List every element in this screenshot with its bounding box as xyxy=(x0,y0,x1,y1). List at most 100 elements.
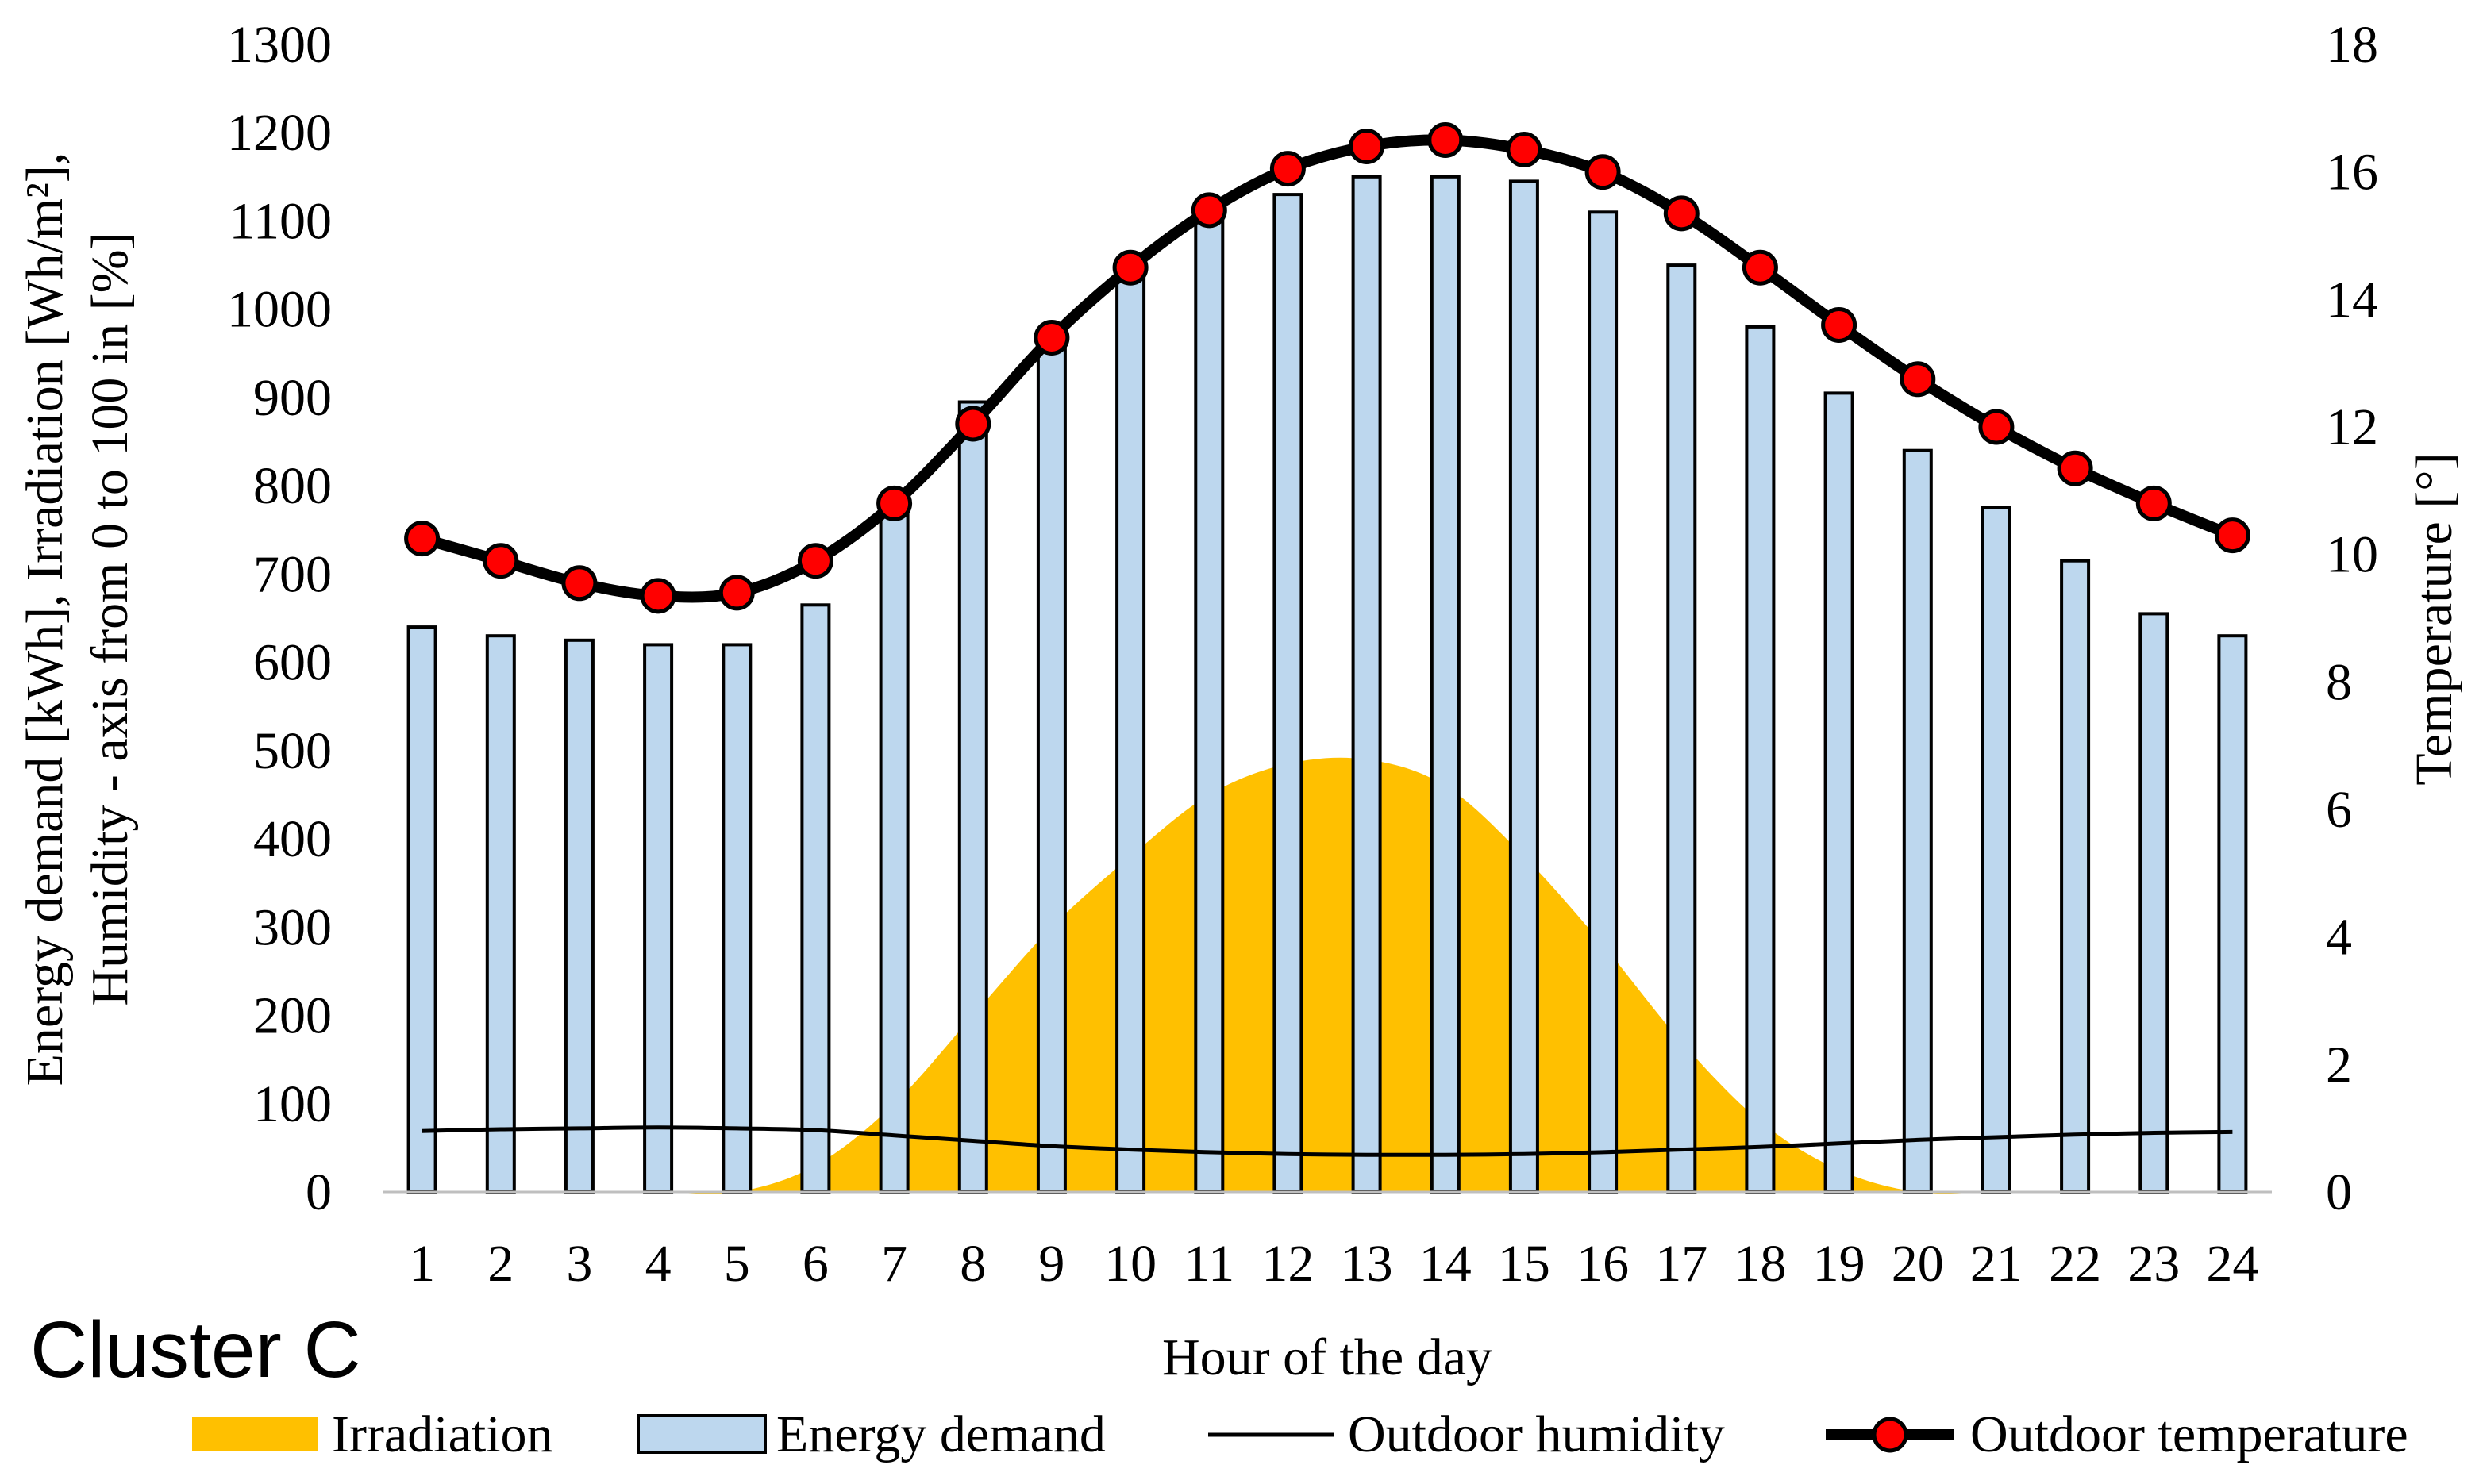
right-tick-label: 12 xyxy=(2326,398,2378,456)
energy-demand-bar xyxy=(957,400,988,1194)
legend-item-outdoor-temperature: Outdoor temperature xyxy=(1826,1405,2408,1463)
humidity-line xyxy=(422,1125,2233,1157)
right-tick-label: 4 xyxy=(2326,909,2352,967)
temperature-point xyxy=(1663,195,1700,232)
right-tick-label: 16 xyxy=(2326,144,2378,202)
temperature-point xyxy=(2214,517,2250,554)
x-tick-label: 22 xyxy=(2049,1235,2101,1293)
energy-demand-bar xyxy=(1666,263,1697,1194)
x-tick-label: 7 xyxy=(881,1235,907,1293)
legend-label-energy-demand: Energy demand xyxy=(776,1405,1106,1463)
legend-label-irradiation: Irradiation xyxy=(332,1405,553,1463)
energy-demand-bar xyxy=(1194,214,1225,1194)
energy-demand-bar xyxy=(2217,634,2248,1194)
left-tick-label: 900 xyxy=(253,369,332,427)
left-tick-label: 100 xyxy=(253,1075,332,1133)
x-tick-label: 23 xyxy=(2127,1235,2180,1293)
temperature-point xyxy=(1191,192,1227,229)
left-tick-label: 1300 xyxy=(227,16,332,74)
energy-demand-bar xyxy=(879,502,910,1194)
temperature-point xyxy=(1349,129,1385,164)
left-tick-label: 700 xyxy=(253,545,332,603)
legend-item-outdoor-humidity: Outdoor humidity xyxy=(1208,1405,1725,1463)
left-axis-ticks: 0 100 200 300 400 500 600 700 800 900 1000 1100 1200… xyxy=(227,16,332,1221)
x-tick-label: 15 xyxy=(1498,1235,1550,1293)
x-tick-label: 1 xyxy=(409,1235,435,1293)
x-tick-label: 3 xyxy=(566,1235,592,1293)
energy-demand-bar xyxy=(1508,179,1539,1194)
x-tick-label: 13 xyxy=(1341,1235,1393,1293)
right-tick-label: 8 xyxy=(2326,653,2352,711)
x-tick-label: 8 xyxy=(960,1235,986,1293)
temperature-point xyxy=(1269,151,1306,187)
temperature-point xyxy=(2057,450,2093,486)
left-tick-label: 500 xyxy=(253,722,332,780)
x-tick-label: 18 xyxy=(1734,1235,1786,1293)
legend-label-outdoor-humidity: Outdoor humidity xyxy=(1348,1405,1725,1463)
temperature-point xyxy=(1584,154,1621,190)
right-tick-label: 10 xyxy=(2326,526,2378,584)
energy-demand-bar xyxy=(722,643,753,1194)
temperature-point xyxy=(955,406,991,442)
x-tick-label: 24 xyxy=(2206,1235,2258,1293)
legend-item-irradiation: Irradiation xyxy=(192,1405,553,1463)
temperature-point xyxy=(1034,320,1070,356)
x-tick-label: 12 xyxy=(1261,1235,1314,1293)
temperature-point xyxy=(718,575,755,611)
x-tick-label: 10 xyxy=(1104,1235,1157,1293)
energy-demand-bar xyxy=(1430,175,1461,1194)
energy-demand-bar xyxy=(485,634,516,1194)
temperature-point xyxy=(1978,409,2015,445)
x-tick-label: 4 xyxy=(645,1235,672,1293)
temperature-point xyxy=(1900,361,1936,398)
legend: Irradiation Energy demand Outdoor humidi… xyxy=(192,1405,2408,1463)
x-tick-label: 19 xyxy=(1813,1235,1865,1293)
legend-swatch-energy-demand xyxy=(637,1414,767,1454)
y-axis-title-left-line2: Humidity - axis from 0 to 100 in [%] xyxy=(81,232,139,1005)
energy-demand-bar xyxy=(1351,175,1382,1194)
temperature-point xyxy=(2135,485,2172,521)
x-tick-label: 5 xyxy=(724,1235,750,1293)
temperature-point xyxy=(1821,307,1857,343)
energy-demand-bar xyxy=(1981,506,2011,1194)
legend-swatch-outdoor-temperature-marker xyxy=(1872,1417,1908,1453)
temperature-point xyxy=(1427,122,1464,158)
right-tick-label: 14 xyxy=(2326,271,2378,329)
energy-demand-bar xyxy=(564,638,595,1194)
left-tick-label: 1000 xyxy=(227,281,332,339)
energy-demand-bars-layer xyxy=(406,175,2248,1194)
right-tick-label: 6 xyxy=(2326,781,2352,839)
x-tick-label: 2 xyxy=(487,1235,514,1293)
right-tick-label: 2 xyxy=(2326,1036,2352,1094)
energy-demand-bar xyxy=(643,643,674,1194)
y-axis-title-left-line1: Energy demand [kWh], Irradiation [Wh/m²]… xyxy=(16,152,74,1086)
x-tick-label: 6 xyxy=(803,1235,829,1293)
energy-demand-bar xyxy=(406,625,437,1194)
temperature-point xyxy=(404,521,441,557)
energy-demand-bar xyxy=(800,603,831,1194)
right-axis-ticks: 0 2 4 6 8 10 12 14 16 18 xyxy=(2326,16,2378,1221)
left-tick-label: 400 xyxy=(253,810,332,868)
temperature-point xyxy=(561,565,598,602)
left-tick-label: 1200 xyxy=(227,104,332,162)
temperature-point xyxy=(1112,249,1149,286)
x-axis-ticks: 1 2 3 4 5 6 7 8 9 10 11 12 13 14 15 16 17 18 19 20 21 22 23 24 xyxy=(409,1235,2258,1293)
energy-demand-bar xyxy=(1745,325,1776,1194)
irradiation-area-layer xyxy=(422,757,2233,1194)
temperature-point xyxy=(640,578,676,614)
legend-item-energy-demand: Energy demand xyxy=(637,1405,1106,1463)
energy-demand-bar xyxy=(1823,391,1854,1194)
y-axis-title-right: Temperature [°] xyxy=(2405,452,2463,785)
legend-label-outdoor-temperature: Outdoor temperature xyxy=(1970,1405,2408,1463)
left-tick-label: 200 xyxy=(253,987,332,1045)
energy-demand-bar xyxy=(1588,210,1619,1194)
x-tick-label: 17 xyxy=(1655,1235,1707,1293)
x-tick-label: 14 xyxy=(1419,1235,1472,1293)
energy-demand-bar xyxy=(1902,448,1933,1194)
temperature-point xyxy=(1742,249,1778,286)
temperature-point xyxy=(797,543,833,579)
irradiation-area xyxy=(422,757,2233,1194)
x-tick-label: 21 xyxy=(1970,1235,2023,1293)
x-tick-label: 16 xyxy=(1576,1235,1629,1293)
